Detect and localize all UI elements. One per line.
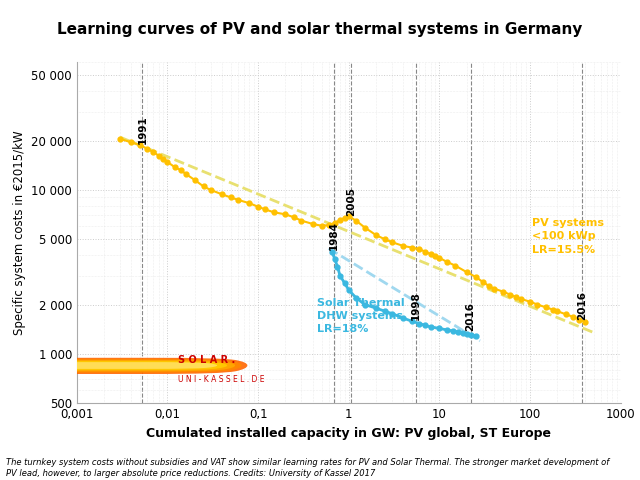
Ellipse shape	[0, 358, 248, 374]
Text: Learning curves of PV and solar thermal systems in Germany: Learning curves of PV and solar thermal …	[58, 22, 582, 36]
Text: 1998: 1998	[411, 291, 421, 320]
Text: 2016: 2016	[577, 290, 587, 320]
Text: Solar Thermal
DHW systems
LR=18%: Solar Thermal DHW systems LR=18%	[317, 298, 405, 334]
Ellipse shape	[0, 362, 217, 369]
Text: 1984: 1984	[328, 221, 339, 250]
Text: 2016: 2016	[465, 302, 476, 331]
Y-axis label: Specific system costs in €2015/kW: Specific system costs in €2015/kW	[13, 131, 26, 335]
Text: PV systems
<100 kWp
LR=15.5%: PV systems <100 kWp LR=15.5%	[532, 218, 604, 255]
Text: 2005: 2005	[346, 187, 356, 216]
Text: The turnkey system costs without subsidies and VAT show similar learning rates f: The turnkey system costs without subsidi…	[6, 458, 610, 478]
Ellipse shape	[0, 361, 227, 370]
X-axis label: Cumulated installed capacity in GW: PV global, ST Europe: Cumulated installed capacity in GW: PV g…	[147, 427, 551, 440]
Text: S O L A R .: S O L A R .	[178, 355, 235, 365]
Ellipse shape	[0, 360, 235, 372]
Text: 1991: 1991	[138, 116, 147, 144]
Text: U N I - K A S S E L . D E: U N I - K A S S E L . D E	[178, 375, 264, 384]
Ellipse shape	[0, 359, 242, 372]
